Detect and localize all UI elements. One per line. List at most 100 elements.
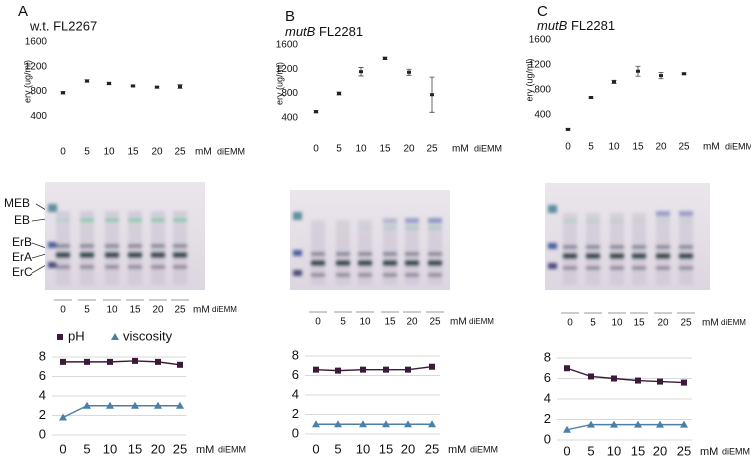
band-erb — [563, 245, 577, 249]
point — [178, 85, 182, 89]
point — [635, 377, 641, 384]
marker-band — [48, 204, 57, 212]
strain-name: FL2281 — [571, 18, 615, 33]
band-eb — [563, 219, 577, 223]
y-tick-label: 400 — [534, 110, 551, 121]
point — [428, 420, 436, 428]
point — [313, 366, 319, 373]
y-tick-label: 800 — [534, 85, 551, 96]
point — [84, 358, 90, 365]
series-line — [566, 367, 685, 384]
band-era — [610, 253, 624, 259]
y-tick-label: 400 — [281, 112, 298, 123]
y-axis-label: ery (ug/ml) — [274, 62, 284, 105]
band-erc — [563, 266, 577, 270]
y-tick-label: 1200 — [276, 64, 299, 75]
smear — [105, 212, 119, 285]
x-tick-label: 25 — [174, 147, 186, 158]
band-erb — [656, 245, 670, 249]
x-tick-label: 25 — [678, 142, 690, 153]
band-era — [173, 252, 187, 258]
x-tick-label: 5 — [334, 441, 341, 456]
lane-label: 25 — [174, 305, 186, 316]
band-era — [128, 252, 142, 258]
point — [360, 366, 366, 373]
y-tick-label: 6 — [544, 370, 551, 385]
band-label: MEB — [4, 196, 30, 210]
x-axis-label: diEMM — [218, 444, 246, 454]
band-label: ErA — [12, 250, 32, 264]
y-tick-label: 2 — [39, 407, 46, 422]
band-top — [105, 210, 119, 215]
panel-letter: A — [18, 3, 28, 20]
gel-image — [545, 183, 710, 290]
band-era — [383, 260, 397, 266]
point — [132, 357, 138, 364]
x-tick-label: 0 — [60, 147, 66, 158]
band-era — [80, 252, 94, 258]
y-tick-label: 0 — [544, 431, 551, 446]
x-unit: mM — [195, 147, 212, 158]
lane-unit: mM — [702, 318, 719, 329]
panel-strain: w.t. FL2267 — [29, 18, 97, 33]
series-line — [63, 360, 181, 366]
lane-medium: diEMM — [212, 305, 237, 314]
band-erc — [311, 273, 325, 277]
lane-label: 20 — [657, 318, 669, 329]
point — [359, 70, 363, 74]
band-top — [173, 210, 187, 215]
point — [382, 420, 390, 428]
point — [111, 333, 119, 340]
lane-unit: mM — [450, 317, 467, 328]
band-era — [105, 252, 119, 258]
band-era — [56, 252, 70, 258]
x-axis-label: diEMM — [470, 444, 498, 454]
point — [59, 413, 67, 421]
point — [155, 85, 159, 89]
point — [383, 56, 387, 60]
x-tick-label: 10 — [356, 441, 370, 456]
marker-band — [48, 242, 57, 248]
band-eb — [151, 218, 165, 222]
y-tick-label: 2 — [544, 411, 551, 426]
x-tick-label: 10 — [607, 443, 621, 458]
lane-label: 5 — [590, 318, 596, 329]
lane-label: 25 — [429, 317, 441, 328]
point — [312, 420, 320, 428]
band-erc — [128, 265, 142, 269]
lane-label: 0 — [60, 305, 66, 316]
band-eb — [173, 218, 187, 222]
band-era — [679, 253, 693, 259]
strain-name: FL2281 — [319, 24, 363, 39]
band-era — [358, 260, 372, 266]
band-era — [311, 260, 325, 266]
point — [682, 72, 686, 76]
y-tick-label: 0 — [292, 425, 299, 440]
band-erc — [80, 265, 94, 269]
lane-label: 0 — [567, 318, 573, 329]
band-erc — [383, 273, 397, 277]
x-tick-label: 5 — [83, 441, 90, 456]
panel-letter: C — [537, 3, 548, 20]
point — [563, 425, 571, 433]
point — [131, 401, 139, 409]
band-era — [563, 253, 577, 259]
band-era — [632, 253, 646, 259]
marker-band — [548, 243, 557, 249]
x-tick-label: 20 — [401, 441, 415, 456]
point — [659, 74, 663, 78]
smear — [173, 212, 187, 285]
y-tick-label: 4 — [544, 390, 551, 405]
band-top — [80, 210, 94, 215]
band-era — [586, 253, 600, 259]
lane-label: 15 — [129, 305, 141, 316]
band-eb — [632, 219, 646, 223]
band-eb — [56, 218, 70, 222]
x-tick-label: 15 — [127, 147, 139, 158]
x-tick-label: 10 — [608, 142, 620, 153]
band-top — [151, 210, 165, 215]
y-tick-label: 1600 — [276, 40, 299, 51]
band-erb — [405, 252, 419, 256]
x-tick-label: 20 — [655, 142, 667, 153]
